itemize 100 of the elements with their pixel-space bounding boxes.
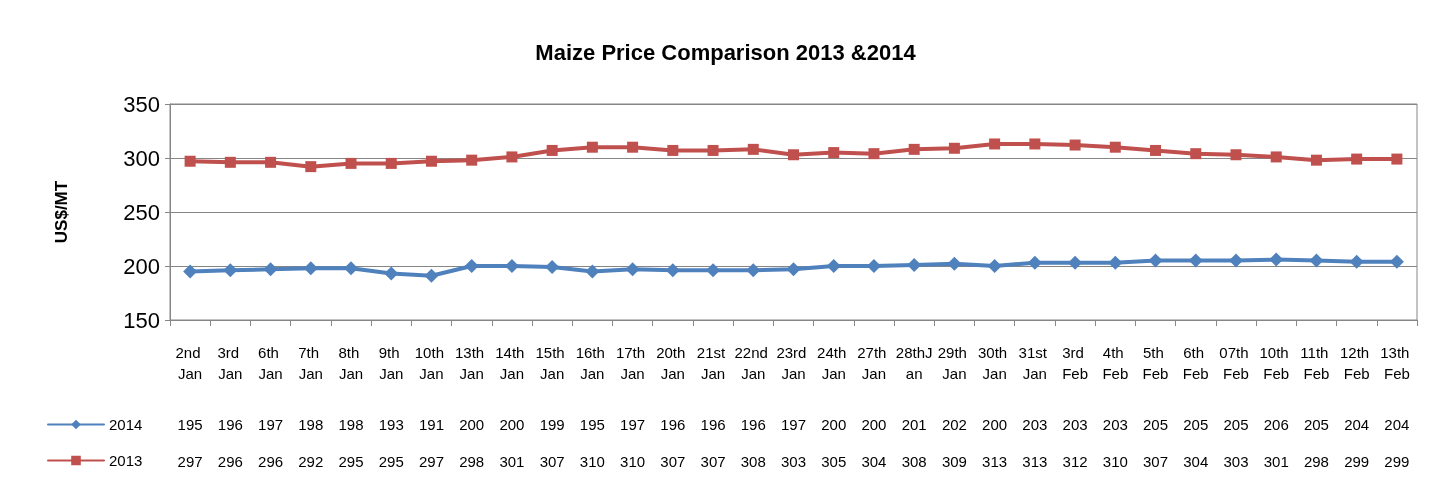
x-tick-label: 14th Jan xyxy=(495,344,529,382)
data-label: 201 xyxy=(901,416,927,433)
chart-title: Maize Price Comparison 2013 &2014 xyxy=(535,39,917,65)
x-tick-label: 5th Feb xyxy=(1142,344,1169,382)
data-label: 307 xyxy=(700,453,726,470)
point xyxy=(1029,138,1041,150)
point xyxy=(506,151,518,163)
data-label: 197 xyxy=(780,416,807,433)
data-label: 200 xyxy=(459,416,485,433)
data-label: 202 xyxy=(941,416,967,433)
point xyxy=(585,264,600,279)
point xyxy=(665,263,680,278)
point xyxy=(305,161,317,173)
x-tick-label: 30th Jan xyxy=(977,344,1012,382)
data-label: 203 xyxy=(1022,416,1048,433)
x-tick-label: 29th Jan xyxy=(937,344,972,382)
point xyxy=(747,143,759,155)
data-label: 305 xyxy=(821,453,847,470)
data-label: 310 xyxy=(1102,453,1128,470)
x-tick-label: 27th Jan xyxy=(857,344,891,382)
x-tick-label: 13th Feb xyxy=(1380,344,1414,382)
point xyxy=(345,157,357,169)
point xyxy=(1230,149,1242,161)
y-tick-label: 250 xyxy=(123,199,160,225)
point xyxy=(1391,153,1403,165)
point xyxy=(265,156,277,168)
point xyxy=(384,266,399,281)
point xyxy=(1148,253,1163,268)
data-label: 297 xyxy=(177,453,203,470)
x-tick-label: 17th Jan xyxy=(615,344,650,382)
x-tick-label: 28thJan xyxy=(895,344,933,382)
legend-label: 2013 xyxy=(109,452,143,469)
point xyxy=(184,155,196,167)
data-label: 307 xyxy=(1143,453,1169,470)
x-tick-label: 22nd Jan xyxy=(734,344,773,382)
x-tick-label: 6th Jan xyxy=(258,344,284,382)
point xyxy=(586,141,598,153)
data-label: 313 xyxy=(982,453,1008,470)
y-tick-label: 150 xyxy=(123,307,160,333)
legend-label: 2014 xyxy=(109,416,143,433)
point xyxy=(1310,154,1322,166)
data-label: 296 xyxy=(217,453,243,470)
data-label: 204 xyxy=(1384,416,1410,433)
data-label: 308 xyxy=(901,453,927,470)
point xyxy=(1027,255,1042,270)
data-label: 193 xyxy=(378,416,404,433)
x-tick-label: 2nd Jan xyxy=(175,344,205,382)
point xyxy=(464,259,479,273)
data-label: 295 xyxy=(378,453,404,470)
x-tick-label: 23rd Jan xyxy=(776,344,811,382)
data-label: 303 xyxy=(780,453,807,470)
point xyxy=(1228,253,1243,268)
data-label: 304 xyxy=(861,453,887,470)
point xyxy=(263,262,278,277)
point xyxy=(706,263,721,278)
point xyxy=(1188,253,1203,268)
point xyxy=(907,257,922,272)
point xyxy=(466,154,478,166)
data-label: 301 xyxy=(1263,453,1289,470)
x-tick-label: 13th Jan xyxy=(455,344,489,382)
point xyxy=(625,262,640,277)
point xyxy=(828,147,840,159)
point xyxy=(545,260,560,275)
point xyxy=(1389,254,1404,269)
x-tick-label: 24th Jan xyxy=(817,344,851,382)
point xyxy=(183,264,198,279)
data-label: 200 xyxy=(821,416,847,433)
point xyxy=(627,141,639,153)
data-label: 191 xyxy=(418,416,444,433)
point xyxy=(987,259,1002,273)
data-label: 295 xyxy=(338,453,364,470)
data-label: 197 xyxy=(620,416,646,433)
y-tick-label: 200 xyxy=(123,253,160,279)
point xyxy=(424,268,439,283)
point xyxy=(948,142,960,154)
x-tick-label: 21st Jan xyxy=(696,344,730,382)
point xyxy=(1109,141,1121,153)
x-tick-label: 07th Feb xyxy=(1219,344,1253,382)
data-label: 203 xyxy=(1062,416,1088,433)
data-label: 203 xyxy=(1102,416,1128,433)
point xyxy=(1269,252,1284,267)
data-label: 303 xyxy=(1223,453,1249,470)
point xyxy=(786,262,801,277)
point xyxy=(1068,255,1083,270)
data-label: 309 xyxy=(941,453,967,470)
point xyxy=(546,144,558,156)
x-tick-label: 3rd Jan xyxy=(217,344,244,382)
data-label: 200 xyxy=(982,416,1008,433)
x-tick-label: 7th Jan xyxy=(298,344,324,382)
point xyxy=(1349,254,1364,269)
data-label: 198 xyxy=(338,416,364,433)
data-label: 299 xyxy=(1344,453,1370,470)
point xyxy=(788,149,799,161)
point xyxy=(667,144,679,156)
y-axis-title: US$/MT xyxy=(52,180,71,244)
data-label: 310 xyxy=(620,453,646,470)
data-label: 200 xyxy=(861,416,887,433)
data-label: 304 xyxy=(1183,453,1209,470)
point xyxy=(1270,151,1282,163)
point xyxy=(1069,139,1081,151)
